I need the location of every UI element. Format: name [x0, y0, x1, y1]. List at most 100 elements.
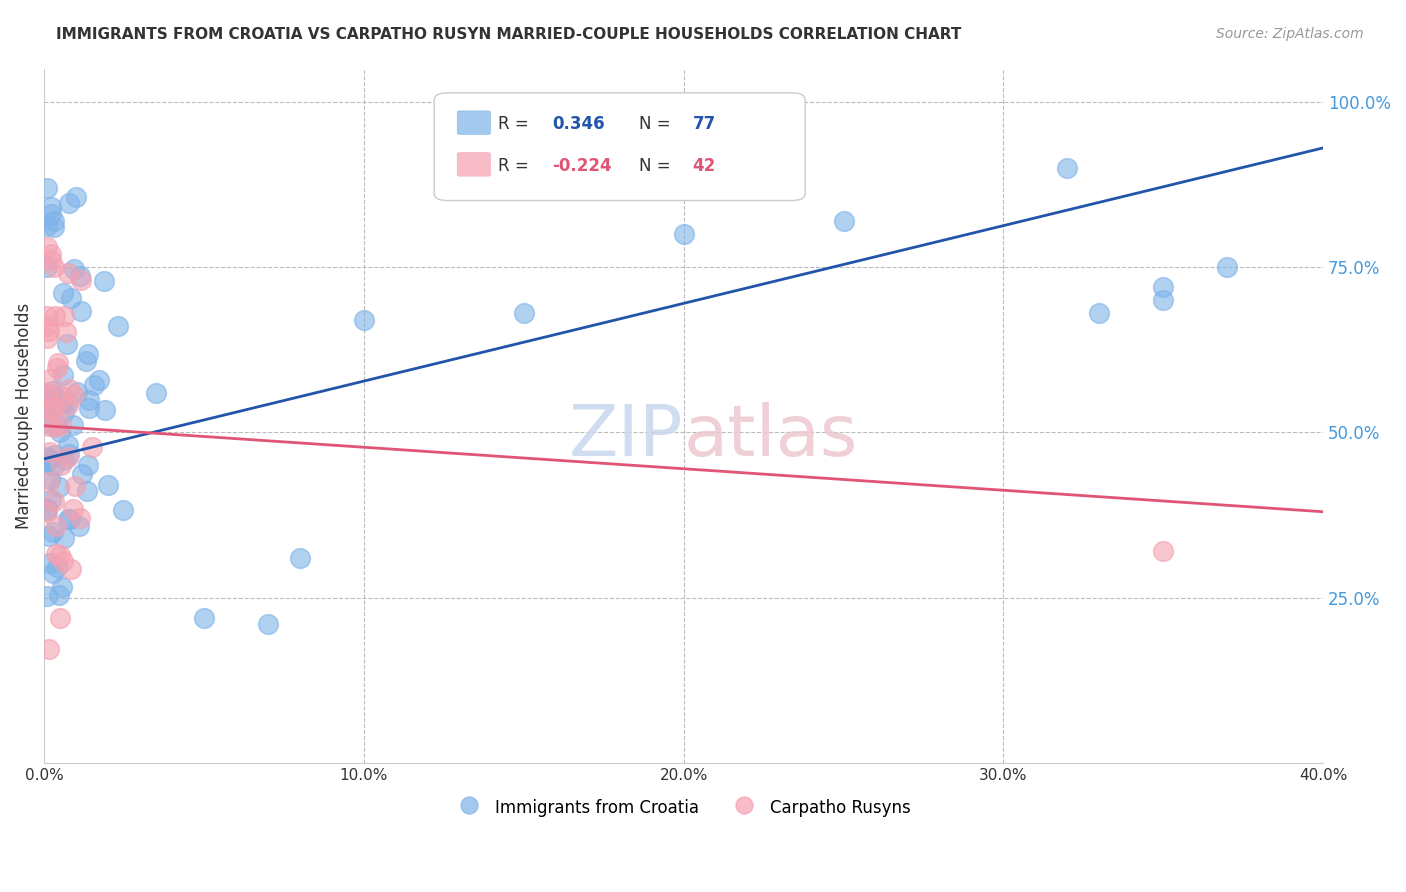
Point: [42, 213, 65, 227]
Point: [51, 395, 73, 409]
Point: [83, 378, 105, 392]
Point: [59, 512, 82, 526]
Point: [45, 519, 67, 533]
Point: [145, 386, 167, 401]
Point: [44, 400, 66, 414]
Point: [37, 180, 59, 194]
Point: [51, 458, 73, 472]
Text: IMMIGRANTS FROM CROATIA VS CARPATHO RUSYN MARRIED-COUPLE HOUSEHOLDS CORRELATION : IMMIGRANTS FROM CROATIA VS CARPATHO RUSY…: [56, 27, 962, 42]
Point: [42, 566, 65, 581]
Point: [77, 393, 100, 408]
Y-axis label: Married-couple Households: Married-couple Households: [15, 302, 32, 529]
Point: [53, 453, 76, 467]
Point: [58, 447, 80, 461]
Point: [45, 560, 67, 574]
Point: [38, 324, 60, 338]
Point: [48, 588, 70, 602]
Point: [1088, 306, 1111, 320]
Text: 77: 77: [693, 115, 716, 133]
Point: [46, 356, 69, 370]
Point: [1152, 280, 1174, 294]
Point: [58, 512, 80, 526]
Point: [77, 347, 100, 361]
Text: 42: 42: [693, 157, 716, 175]
Point: [37, 240, 59, 254]
Text: R =: R =: [498, 157, 534, 175]
FancyBboxPatch shape: [457, 111, 491, 135]
Point: [42, 458, 65, 473]
Point: [56, 267, 79, 281]
Point: [44, 419, 66, 434]
Point: [39, 445, 62, 459]
Point: [38, 419, 60, 434]
Point: [46, 361, 69, 376]
Point: [353, 313, 375, 327]
Point: [37, 502, 59, 516]
FancyBboxPatch shape: [457, 153, 491, 177]
Point: [1152, 293, 1174, 307]
Point: [76, 483, 98, 498]
Text: R =: R =: [498, 115, 534, 133]
Point: [56, 450, 79, 464]
Legend: Immigrants from Croatia, Carpatho Rusyns: Immigrants from Croatia, Carpatho Rusyns: [450, 790, 918, 824]
Point: [257, 617, 280, 632]
Point: [38, 472, 60, 486]
Point: [41, 402, 63, 417]
Point: [39, 201, 62, 215]
Point: [97, 478, 120, 492]
Point: [63, 387, 86, 401]
Point: [39, 372, 62, 386]
Point: [58, 382, 80, 396]
Point: [38, 556, 60, 570]
Point: [44, 448, 66, 462]
Point: [42, 384, 65, 398]
Point: [51, 368, 73, 383]
Point: [107, 319, 129, 334]
Point: [52, 405, 75, 419]
Text: N =: N =: [638, 115, 676, 133]
Point: [1056, 161, 1078, 175]
Point: [42, 220, 65, 235]
Point: [37, 416, 59, 430]
Point: [49, 418, 72, 433]
Point: [39, 207, 62, 221]
Point: [55, 325, 77, 339]
Point: [45, 419, 67, 434]
Point: [75, 353, 97, 368]
Point: [39, 492, 62, 507]
Point: [77, 401, 100, 416]
Point: [53, 309, 76, 323]
Point: [62, 261, 84, 276]
Point: [38, 529, 60, 543]
Point: [42, 524, 65, 539]
Point: [39, 246, 62, 260]
Point: [37, 450, 59, 464]
Point: [69, 304, 91, 318]
Point: [38, 475, 60, 489]
Point: [52, 285, 75, 300]
Point: [37, 318, 59, 333]
Point: [37, 219, 59, 234]
Point: [77, 458, 100, 472]
Point: [56, 337, 79, 351]
Point: [37, 401, 59, 415]
Point: [66, 384, 89, 399]
Point: [288, 551, 311, 566]
Point: [42, 260, 65, 274]
Point: [62, 418, 84, 433]
Point: [38, 394, 60, 409]
Point: [39, 253, 62, 268]
Point: [37, 408, 59, 422]
Point: [41, 401, 63, 416]
Point: [60, 562, 83, 576]
Point: [513, 306, 536, 320]
Point: [69, 510, 91, 524]
Point: [93, 274, 115, 288]
Point: [49, 610, 72, 624]
Point: [70, 467, 93, 482]
Point: [48, 480, 70, 494]
Text: 0.346: 0.346: [553, 115, 605, 133]
Point: [69, 273, 91, 287]
Point: [44, 547, 66, 561]
Point: [94, 403, 117, 417]
